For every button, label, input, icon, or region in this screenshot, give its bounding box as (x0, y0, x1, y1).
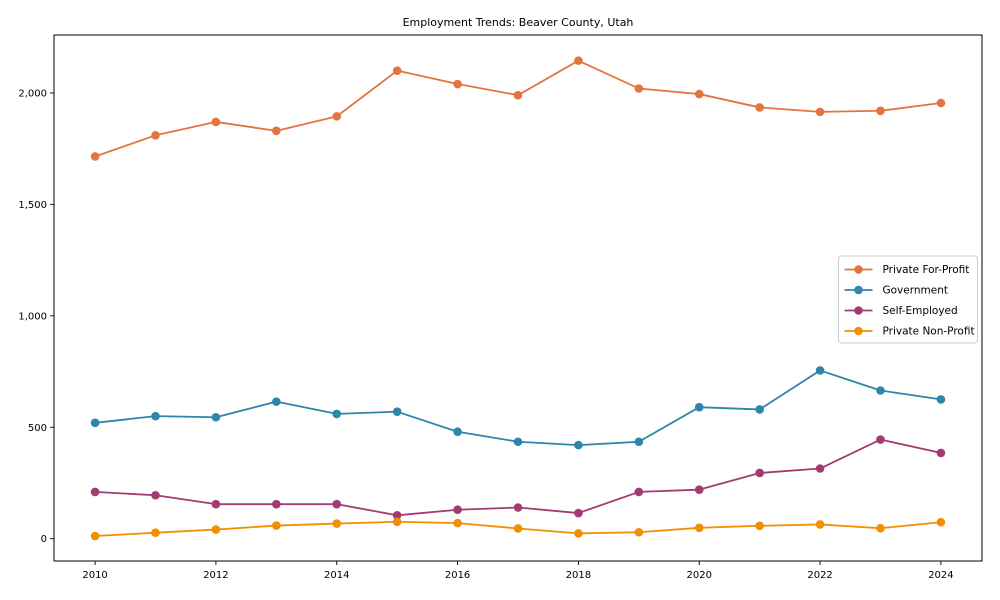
x-tick-label: 2018 (566, 570, 591, 581)
marker-private-non-profit (90, 531, 100, 541)
marker-private-non-profit (513, 524, 523, 533)
marker-private-for-profit (574, 56, 583, 65)
marker-self-employed (272, 499, 281, 509)
marker-private-non-profit (392, 517, 402, 527)
legend-label: Government (883, 285, 948, 297)
marker-private-non-profit (453, 518, 462, 528)
x-tick-label: 2010 (82, 570, 107, 581)
marker-government (453, 427, 462, 437)
marker-private-non-profit (815, 520, 825, 529)
marker-self-employed (513, 503, 523, 512)
legend-item-private-non-profit: Private Non-Profit (844, 326, 975, 338)
marker-government (755, 405, 764, 414)
marker-self-employed (151, 490, 160, 500)
legend-label: Private Non-Profit (883, 326, 975, 338)
marker-private-non-profit (876, 523, 885, 533)
y-tick-label: 500 (28, 423, 47, 434)
marker-private-for-profit (272, 126, 281, 136)
marker-private-non-profit (634, 527, 644, 537)
y-tick-label: 2,000 (18, 88, 47, 99)
marker-private-for-profit (211, 117, 221, 127)
legend-label: Private For-Profit (883, 264, 970, 276)
y-tick-label: 0 (41, 534, 47, 545)
marker-self-employed (815, 464, 825, 473)
plot-area: 0 500 1,000 1,500 2,000 2010 2012 2014 2016 2018 2… (18, 34, 983, 581)
marker-government (574, 440, 583, 450)
marker-government (936, 395, 946, 404)
legend-label: Self-Employed (883, 305, 958, 317)
legend: Private For-Profit Government Self-Employe… (838, 255, 978, 344)
marker-government (513, 437, 523, 447)
marker-private-for-profit (815, 107, 825, 117)
marker-self-employed (392, 511, 402, 520)
marker-private-for-profit (755, 103, 764, 112)
series-line-private-for-profit (94, 59, 942, 158)
legend-swatch-marker (854, 306, 863, 315)
marker-self-employed (332, 499, 342, 509)
legend-item-private-for-profit: Private For-Profit (844, 264, 970, 276)
marker-government (90, 418, 100, 428)
marker-private-for-profit (634, 84, 644, 93)
marker-private-non-profit (755, 521, 764, 531)
marker-private-non-profit (574, 529, 583, 538)
marker-self-employed (453, 505, 462, 515)
marker-government (876, 386, 885, 395)
marker-private-for-profit (392, 66, 402, 75)
legend-swatch-marker (854, 265, 863, 274)
y-tick-label: 1,500 (18, 200, 47, 211)
marker-private-non-profit (151, 528, 160, 537)
marker-private-for-profit (876, 106, 885, 116)
marker-self-employed (211, 499, 221, 509)
marker-private-non-profit (272, 521, 281, 530)
marker-self-employed (90, 487, 100, 497)
legend-item-self-employed: Self-Employed (844, 305, 958, 317)
x-tick-label: 2016 (445, 570, 470, 581)
marker-self-employed (936, 448, 946, 458)
marker-private-for-profit (453, 79, 462, 89)
marker-government (694, 402, 704, 412)
marker-government (151, 411, 160, 421)
x-tick-label: 2012 (203, 570, 228, 581)
x-tick-label: 2022 (807, 570, 832, 581)
marker-private-for-profit (332, 112, 342, 121)
marker-self-employed (634, 487, 644, 497)
legend-swatch-marker (854, 326, 863, 336)
marker-government (634, 437, 644, 447)
marker-private-for-profit (694, 89, 704, 99)
marker-private-for-profit (151, 130, 160, 140)
marker-private-non-profit (211, 525, 221, 534)
marker-private-non-profit (332, 519, 342, 528)
legend-swatch-marker (854, 285, 863, 295)
legend-box (838, 255, 978, 344)
marker-self-employed (876, 435, 885, 444)
x-tick-label: 2020 (687, 570, 712, 581)
marker-self-employed (755, 468, 764, 478)
chart-title: Employment Trends: Beaver County, Utah (403, 16, 634, 29)
marker-government (211, 412, 221, 422)
marker-private-non-profit (694, 523, 704, 533)
marker-private-non-profit (936, 517, 946, 527)
legend-item-government: Government (844, 285, 948, 297)
marker-government (392, 407, 402, 416)
marker-private-for-profit (513, 90, 523, 100)
axes-frame (53, 34, 983, 562)
marker-government (332, 409, 342, 419)
series-line-government (94, 369, 942, 447)
x-tick-label: 2024 (928, 570, 953, 581)
y-tick-label: 1,000 (18, 311, 47, 322)
x-tick-label: 2014 (324, 570, 349, 581)
marker-government (815, 366, 825, 375)
marker-private-for-profit (936, 98, 946, 108)
marker-self-employed (694, 485, 704, 494)
marker-government (272, 397, 281, 406)
marker-private-for-profit (90, 152, 100, 161)
marker-self-employed (574, 508, 583, 518)
